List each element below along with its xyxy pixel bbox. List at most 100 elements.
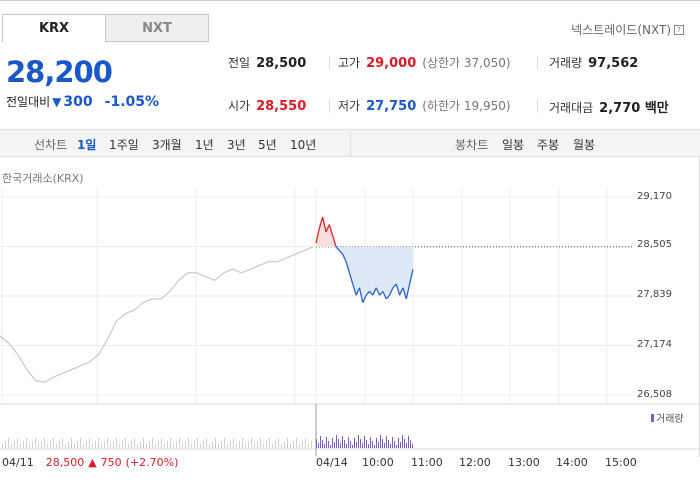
volume-bar: [230, 441, 231, 448]
volume-bar: [342, 436, 343, 448]
help-icon[interactable]: ?: [674, 24, 684, 35]
volume-bar: [318, 443, 319, 448]
diff-value: 300: [63, 93, 93, 110]
volume-bar: [188, 438, 189, 448]
volume-bar: [131, 441, 132, 448]
stat-value: 29,000: [366, 56, 417, 71]
volume-bar: [398, 438, 399, 448]
volume-bar: [245, 444, 246, 448]
volume-legend-label: 거래량: [656, 414, 684, 425]
volume-bar: [260, 438, 261, 448]
chart-source-label: 한국거래소(KRX): [2, 172, 84, 185]
volume-bar: [257, 441, 258, 448]
candle-monthly[interactable]: 월봉: [573, 138, 596, 152]
volume-bar: [284, 441, 285, 448]
volume-bar: [65, 444, 66, 448]
volume-bar: [194, 441, 195, 448]
volume-bar: [197, 438, 198, 448]
current-price: 28,200: [6, 55, 113, 89]
down-segment: [342, 254, 347, 262]
period-3y[interactable]: 3년: [227, 138, 246, 152]
volume-bar: [38, 444, 39, 448]
volume-bar: [254, 444, 255, 448]
volume-legend: 거래량: [651, 410, 684, 425]
period-10y[interactable]: 10년: [290, 138, 317, 152]
bottom-pct: (+2.70%): [125, 456, 179, 469]
divider: [537, 56, 538, 70]
volume-bar: [374, 445, 375, 448]
volume-bar: [68, 441, 69, 448]
y-tick-label: 26,508: [637, 389, 672, 400]
divider: [329, 56, 330, 70]
period-5y[interactable]: 5년: [258, 138, 277, 152]
period-1w[interactable]: 1주일: [109, 138, 139, 152]
volume-bar: [164, 444, 165, 448]
volume-bar: [348, 437, 349, 448]
volume-bar: [158, 441, 159, 448]
volume-bar: [278, 438, 279, 448]
volume-bar: [305, 438, 306, 448]
tab-nxt[interactable]: NXT: [105, 14, 209, 42]
bottom-date: 04/11: [2, 456, 34, 469]
period-1d[interactable]: 1일: [77, 138, 97, 152]
down-segment: [348, 272, 354, 285]
volume-bar: [320, 436, 321, 448]
volume-bar: [98, 438, 99, 448]
stat-label: 저가: [338, 99, 361, 113]
period-3m[interactable]: 3개월: [152, 138, 182, 152]
y-tick-label: 27,839: [637, 289, 672, 300]
up-segment: [322, 216, 327, 233]
volume-bar: [20, 444, 21, 448]
volume-bar: [412, 444, 413, 448]
tab-krx[interactable]: KRX: [2, 14, 106, 42]
volume-bar: [17, 438, 18, 448]
nxt-link-label: 넥스트레이드(NXT): [571, 23, 671, 37]
volume-bar: [394, 441, 395, 448]
volume-bar: [215, 438, 216, 448]
stat-label: 거래대금: [549, 101, 594, 115]
volume-bar: [47, 444, 48, 448]
volume-bar: [167, 441, 168, 448]
volume-bar: [287, 438, 288, 448]
volume-bar: [41, 441, 42, 448]
volume-bar: [23, 441, 24, 448]
volume-bar: [275, 441, 276, 448]
volume-bar: [266, 441, 267, 448]
stat-value: 97,562: [588, 56, 639, 71]
down-segment: [399, 287, 404, 296]
down-segment: [385, 294, 391, 300]
line-chart-label: 선차트: [34, 138, 68, 152]
down-segment: [405, 283, 411, 300]
down-segment: [365, 291, 371, 296]
volume-bar: [209, 444, 210, 448]
volume-bar: [146, 444, 147, 448]
volume-bar: [334, 442, 335, 448]
diff-label: 전일대비: [6, 95, 51, 109]
down-segment: [395, 283, 401, 296]
up-segment: [318, 216, 324, 229]
down-segment: [375, 287, 381, 296]
volume-bar: [152, 438, 153, 448]
period-1y[interactable]: 1년: [195, 138, 214, 152]
down-segment: [379, 291, 384, 296]
volume-bar: [128, 444, 129, 448]
volume-bar: [83, 444, 84, 448]
down-segment: [402, 287, 407, 300]
volume-bar: [236, 444, 237, 448]
volume-bar: [388, 440, 389, 448]
stat-sub: (하한가 19,950): [422, 99, 511, 113]
volume-bar: [149, 441, 150, 448]
volume-bar: [62, 438, 63, 448]
candle-daily[interactable]: 일봉: [502, 138, 525, 152]
volume-bar: [364, 436, 365, 448]
volume-bar: [185, 441, 186, 448]
volume-bar: [324, 444, 325, 448]
nxt-link[interactable]: 넥스트레이드(NXT) ?: [571, 21, 684, 38]
volume-bar: [410, 440, 411, 448]
volume-bar: [293, 441, 294, 448]
down-segment: [392, 283, 397, 289]
x-tick-label: 15:00: [605, 456, 637, 469]
x-tick-label: 14:00: [556, 456, 588, 469]
candle-weekly[interactable]: 주봉: [537, 138, 560, 152]
